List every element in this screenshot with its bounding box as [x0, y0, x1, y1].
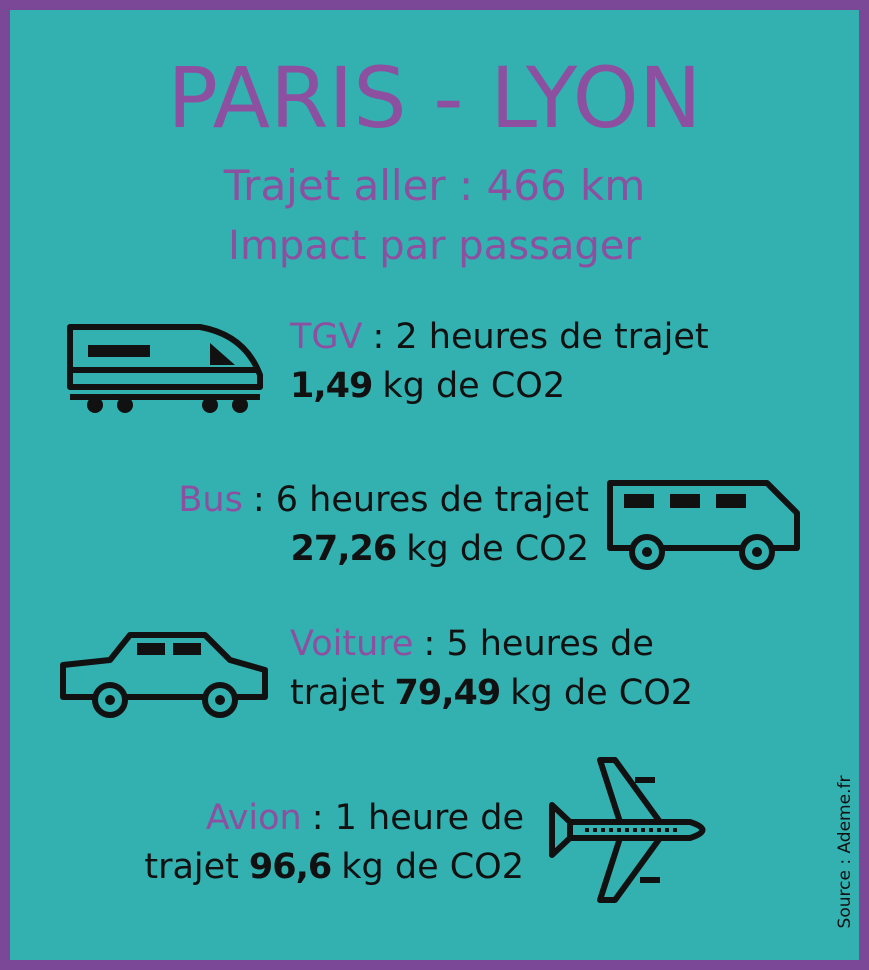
tagline: Impact par passager — [228, 223, 641, 269]
subtitle: Trajet aller : 466 km — [223, 161, 646, 210]
plane-icon — [549, 757, 706, 903]
mode: Voiture — [290, 624, 414, 664]
mode: TGV — [290, 317, 363, 357]
value: 79,49 — [394, 673, 502, 713]
train-icon — [67, 324, 263, 413]
bus-icon — [607, 480, 800, 570]
mode: Avion — [205, 798, 302, 838]
value: 27,26 — [290, 529, 398, 569]
duration: : 2 heures de trajet — [372, 317, 709, 357]
plane-text: Avion: 1 heure de — [206, 794, 524, 842]
unit: kg de CO2 — [406, 529, 589, 569]
car-impact: trajet 79,49 kg de CO2 — [290, 669, 693, 717]
duration: : 5 heures de — [423, 624, 654, 664]
unit: kg de CO2 — [382, 366, 566, 406]
bus-text: Bus: 6 heures de trajet — [178, 476, 589, 524]
duration: : 6 heures de trajet — [252, 480, 589, 520]
duration: : 1 heure de — [311, 798, 524, 838]
plane-impact: trajet 96,6 kg de CO2 — [144, 843, 524, 891]
mode: Bus — [178, 480, 243, 520]
value: 96,6 — [248, 847, 332, 887]
unit: kg de CO2 — [341, 847, 524, 887]
tgv-text: TGV: 2 heures de trajet — [290, 313, 709, 361]
source: Source : Ademe.fr — [835, 775, 855, 929]
unit: kg de CO2 — [510, 673, 694, 713]
car-text: Voiture: 5 heures de — [290, 620, 654, 668]
tgv-impact: 1,49 kg de CO2 — [290, 362, 565, 410]
prefix: trajet — [144, 847, 239, 887]
value: 1,49 — [290, 366, 373, 406]
prefix: trajet — [290, 673, 385, 713]
title: PARIS - LYON — [167, 49, 702, 147]
car-icon — [60, 632, 268, 718]
bus-impact: 27,26 kg de CO2 — [291, 525, 589, 573]
